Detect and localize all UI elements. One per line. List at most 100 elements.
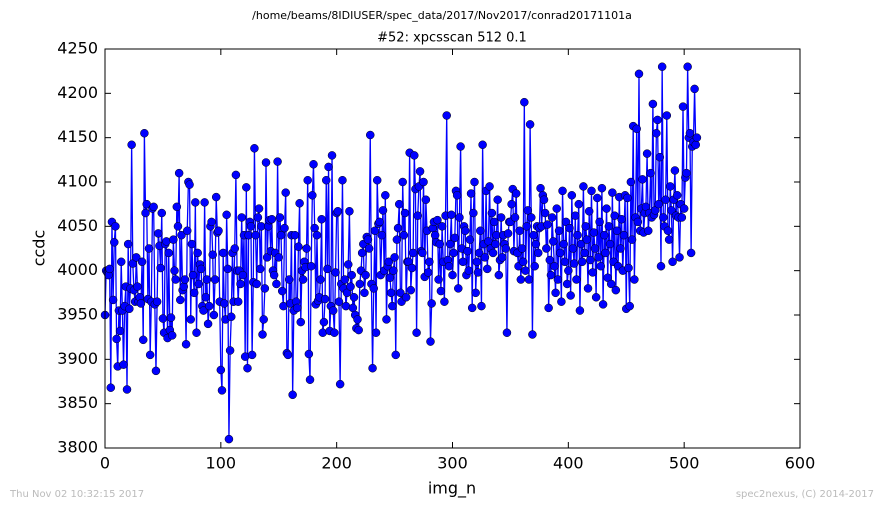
marker xyxy=(145,350,155,360)
y-tick-label: 4100 xyxy=(57,172,98,191)
marker xyxy=(596,261,606,271)
marker xyxy=(487,208,497,218)
marker xyxy=(277,286,287,296)
marker xyxy=(544,303,553,313)
marker xyxy=(515,226,524,236)
marker xyxy=(205,301,214,311)
marker xyxy=(240,352,250,361)
marker xyxy=(565,223,574,233)
marker xyxy=(598,300,608,309)
marker xyxy=(317,214,326,224)
marker xyxy=(353,315,362,324)
marker xyxy=(309,160,318,169)
marker xyxy=(489,217,499,227)
marker xyxy=(606,279,616,289)
marker xyxy=(630,275,639,284)
marker xyxy=(638,175,647,184)
marker xyxy=(303,175,312,185)
marker xyxy=(344,260,353,269)
marker xyxy=(550,261,559,271)
marker xyxy=(385,273,395,283)
marker xyxy=(281,188,290,197)
marker xyxy=(225,346,235,355)
marker xyxy=(170,266,179,275)
y-tick-label: 4000 xyxy=(57,260,98,279)
marker xyxy=(444,261,454,271)
marker xyxy=(310,223,319,233)
marker xyxy=(525,120,535,129)
marker xyxy=(151,366,161,376)
marker xyxy=(295,199,304,208)
marker xyxy=(208,250,217,259)
marker xyxy=(586,255,595,265)
marker xyxy=(672,191,682,200)
marker xyxy=(381,191,390,200)
marker xyxy=(510,213,520,222)
marker xyxy=(516,275,526,284)
marker xyxy=(415,167,425,176)
marker xyxy=(483,264,492,274)
marker xyxy=(247,350,257,360)
marker xyxy=(354,325,363,335)
chart-title: #52: xpcsscan 512 0.1 xyxy=(377,31,527,46)
y-tick-label: 3900 xyxy=(57,349,98,368)
marker xyxy=(523,206,533,215)
marker xyxy=(296,317,306,327)
marker xyxy=(474,248,484,258)
marker xyxy=(371,328,381,337)
marker xyxy=(524,275,534,284)
marker xyxy=(527,213,536,222)
marker xyxy=(345,207,354,216)
marker xyxy=(601,248,610,258)
marker xyxy=(202,275,212,284)
marker xyxy=(252,279,261,289)
marker xyxy=(575,306,585,315)
marker xyxy=(254,204,264,213)
marker xyxy=(434,275,443,284)
marker xyxy=(692,133,702,142)
marker xyxy=(599,230,609,240)
marker xyxy=(331,268,340,277)
marker xyxy=(132,253,141,262)
marker xyxy=(214,226,223,236)
marker xyxy=(349,293,359,302)
marker xyxy=(406,285,416,295)
x-tick-label: 0 xyxy=(100,454,110,473)
marker xyxy=(306,261,316,271)
marker xyxy=(545,255,555,265)
marker xyxy=(686,248,696,258)
marker xyxy=(573,230,582,240)
x-tick-label: 600 xyxy=(785,454,816,473)
marker xyxy=(390,253,399,262)
marker xyxy=(169,235,178,244)
marker xyxy=(558,186,567,196)
marker xyxy=(312,230,322,240)
marker xyxy=(574,199,584,209)
x-tick-label: 500 xyxy=(669,454,700,473)
marker xyxy=(518,257,528,267)
marker xyxy=(610,211,619,220)
marker xyxy=(201,293,211,302)
marker xyxy=(452,191,462,200)
marker xyxy=(133,282,142,291)
marker xyxy=(476,226,485,236)
marker xyxy=(105,264,114,274)
marker xyxy=(261,158,271,167)
marker xyxy=(521,266,530,275)
marker xyxy=(253,213,263,222)
marker xyxy=(347,270,356,280)
marker xyxy=(571,211,580,220)
marker xyxy=(657,62,667,71)
marker xyxy=(491,239,500,249)
marker xyxy=(209,310,219,320)
marker xyxy=(608,188,617,197)
marker xyxy=(456,142,465,151)
marker xyxy=(370,226,380,236)
marker xyxy=(407,263,417,273)
marker xyxy=(386,288,396,298)
marker xyxy=(167,331,177,340)
path-title: /home/beams/8IDIUSER/spec_data/2017/Nov2… xyxy=(252,9,632,22)
marker xyxy=(157,208,167,218)
marker xyxy=(584,207,594,216)
marker xyxy=(445,239,455,249)
